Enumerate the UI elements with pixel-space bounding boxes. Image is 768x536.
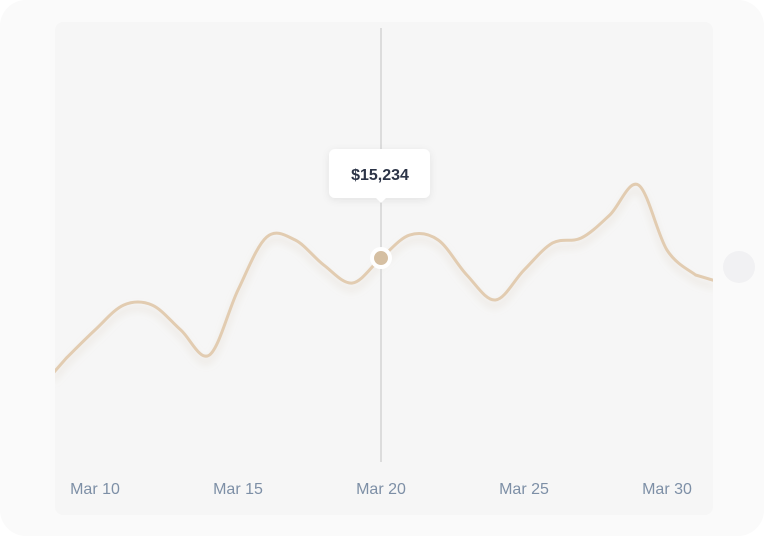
x-tick-label: Mar 10 bbox=[70, 481, 120, 498]
x-tick-label: Mar 30 bbox=[642, 481, 692, 498]
data-point bbox=[370, 247, 392, 270]
x-tick-label: Mar 15 bbox=[213, 481, 263, 498]
x-tick-label: Mar 20 bbox=[356, 481, 406, 498]
x-tick-label: Mar 25 bbox=[499, 481, 549, 498]
side-handle[interactable] bbox=[723, 251, 755, 283]
tooltip-value: $15,234 bbox=[351, 167, 409, 184]
tooltip bbox=[329, 149, 430, 199]
tooltip-pointer bbox=[376, 198, 386, 204]
